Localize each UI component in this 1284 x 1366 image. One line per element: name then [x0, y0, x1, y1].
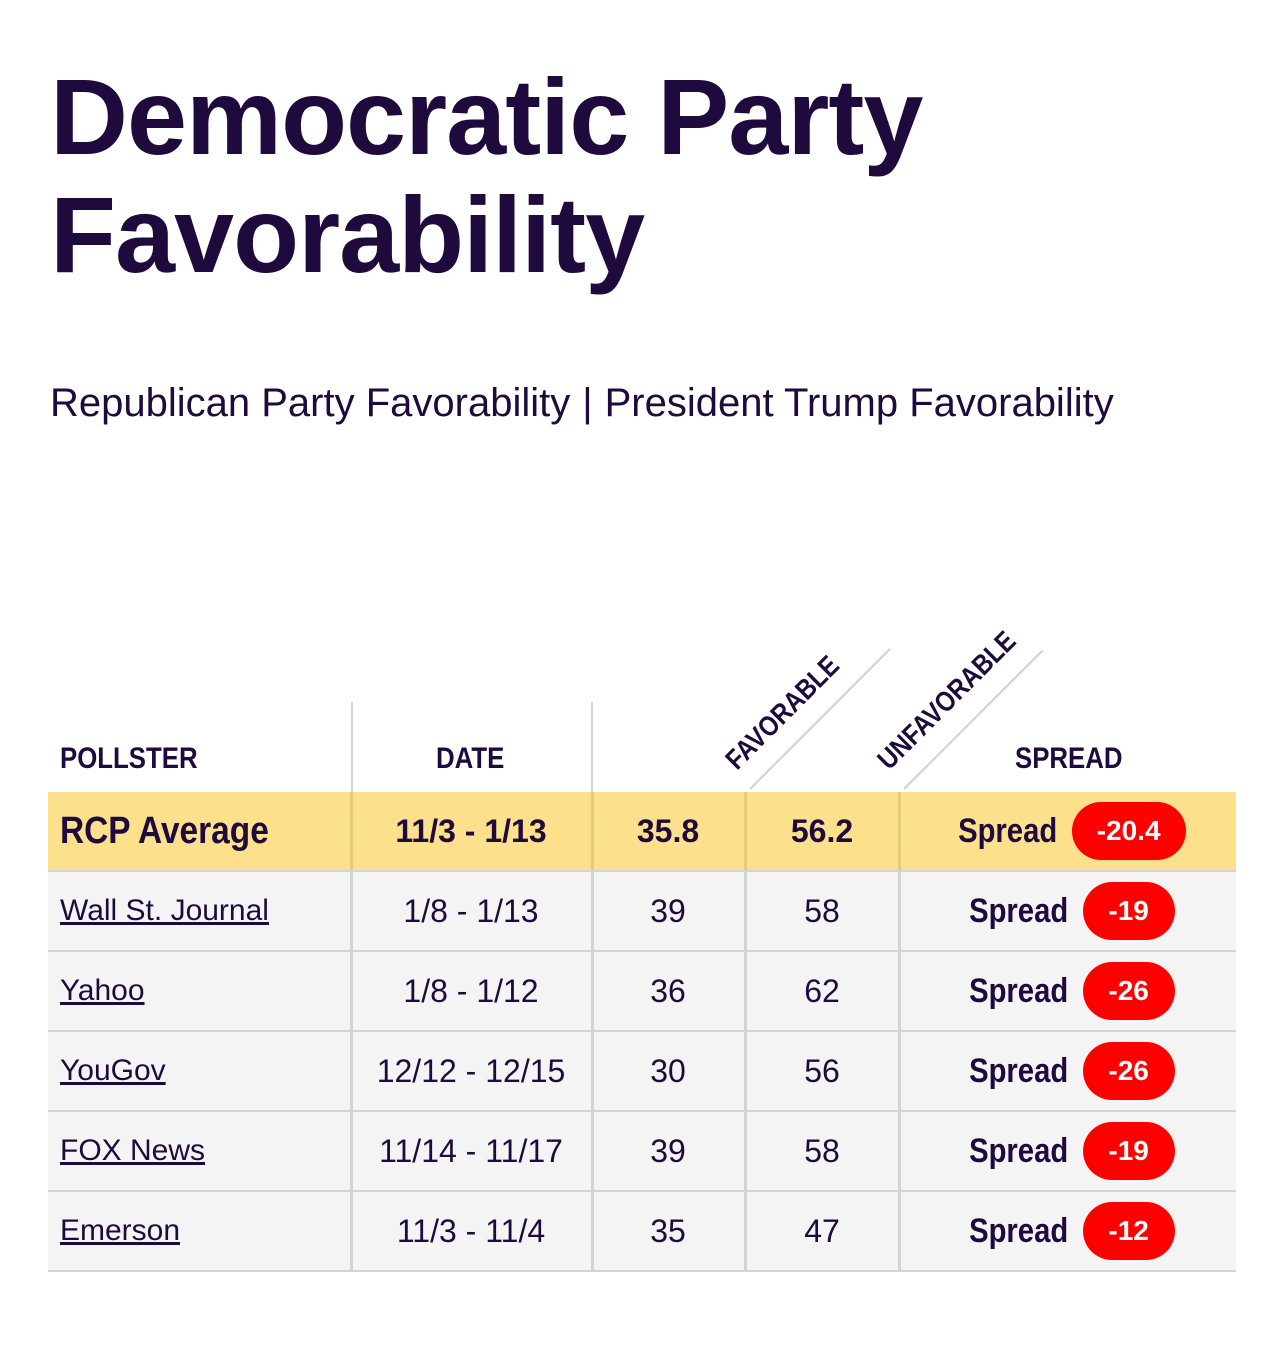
column-divider — [350, 792, 353, 870]
pollster-link[interactable]: Emerson — [60, 1214, 181, 1247]
pollster-link[interactable]: Yahoo — [60, 974, 145, 1007]
column-divider — [744, 1112, 747, 1190]
republican-favorability-link[interactable]: Republican Party Favorability — [50, 381, 571, 425]
column-divider — [898, 1192, 901, 1270]
column-divider — [591, 872, 594, 950]
column-divider — [350, 1112, 353, 1190]
column-divider — [591, 792, 594, 870]
spread-label: Spread — [958, 811, 1058, 850]
unfavorable-cell: 62 — [804, 972, 840, 1009]
favorable-cell: 39 — [650, 892, 686, 929]
pollster-cell: Wall St. Journal — [60, 872, 350, 950]
favorable-cell: 30 — [650, 1052, 686, 1089]
column-divider — [898, 872, 901, 950]
date-cell: 1/8 - 1/12 — [403, 972, 539, 1009]
page-title: Democratic Party Favorability — [50, 58, 1230, 294]
spread-badge: -26 — [1082, 1042, 1175, 1100]
pollster-cell: Emerson — [60, 1192, 350, 1270]
column-divider — [744, 1032, 747, 1110]
spread-badge: -26 — [1082, 962, 1175, 1020]
column-divider — [591, 952, 594, 1030]
table-row: Wall St. Journal 1/8 - 1/13 39 58 Spread… — [48, 872, 1236, 952]
poll-table: POLLSTER DATE FAVORABLE UNFAVORABLE SPRE… — [48, 625, 1236, 1280]
column-divider — [898, 792, 901, 870]
unfavorable-cell: 56 — [804, 1052, 840, 1089]
spread-cell: Spread -19 — [900, 1112, 1236, 1190]
column-divider — [350, 952, 353, 1030]
header-unfavorable: UNFAVORABLE — [871, 625, 1022, 776]
header-date: DATE — [436, 742, 505, 775]
column-divider — [744, 872, 747, 950]
spread-label: Spread — [969, 971, 1069, 1010]
average-unfavorable: 56.2 — [790, 812, 854, 849]
column-divider — [898, 1032, 901, 1110]
column-divider — [591, 1112, 594, 1190]
column-divider — [744, 792, 747, 870]
spread-badge: -19 — [1082, 1122, 1175, 1180]
favorable-cell: 36 — [650, 972, 686, 1009]
column-divider — [591, 1192, 594, 1270]
spread-badge: -20.4 — [1071, 802, 1186, 860]
column-divider — [350, 872, 353, 950]
header-pollster: POLLSTER — [60, 742, 198, 775]
spread-cell: Spread -19 — [900, 872, 1236, 950]
table-row: Yahoo 1/8 - 1/12 36 62 Spread -26 — [48, 952, 1236, 1032]
favorable-cell: 35 — [650, 1212, 686, 1249]
column-divider — [898, 1112, 901, 1190]
table-row: FOX News 11/14 - 11/17 39 58 Spread -19 — [48, 1112, 1236, 1192]
spread-label: Spread — [969, 1211, 1069, 1250]
spread-cell: Spread -26 — [900, 952, 1236, 1030]
header-divider — [351, 702, 353, 792]
pollster-link[interactable]: FOX News — [60, 1134, 206, 1167]
spread-cell: Spread -12 — [900, 1192, 1236, 1270]
rcp-average-row: RCP Average 11/3 - 1/13 35.8 56.2 Spread… — [48, 792, 1236, 872]
table-row: Emerson 11/3 - 11/4 35 47 Spread -12 — [48, 1192, 1236, 1272]
table-header: POLLSTER DATE FAVORABLE UNFAVORABLE SPRE… — [48, 625, 1236, 792]
spread-label: Spread — [969, 1131, 1069, 1170]
date-cell: 1/8 - 1/13 — [403, 892, 539, 929]
pollster-cell: YouGov — [60, 1032, 350, 1110]
spread-badge: -12 — [1082, 1202, 1175, 1260]
column-divider — [744, 952, 747, 1030]
related-links: Republican Party Favorability | President … — [50, 380, 1114, 426]
column-divider — [350, 1192, 353, 1270]
unfavorable-cell: 58 — [804, 1132, 840, 1169]
spread-label: Spread — [969, 1051, 1069, 1090]
page-title-line-2: Favorability — [50, 174, 645, 295]
unfavorable-cell: 47 — [804, 1212, 840, 1249]
pollster-cell: FOX News — [60, 1112, 350, 1190]
average-date: 11/3 - 1/13 — [395, 812, 547, 849]
header-spread: SPREAD — [1015, 742, 1123, 775]
column-divider — [591, 1032, 594, 1110]
average-label: RCP Average — [60, 809, 269, 852]
page-title-line-1: Democratic Party — [50, 56, 923, 177]
spread-badge: -19 — [1082, 882, 1175, 940]
spread-cell: Spread -26 — [900, 1032, 1236, 1110]
unfavorable-cell: 58 — [804, 892, 840, 929]
column-divider — [350, 1032, 353, 1110]
pollster-link[interactable]: YouGov — [60, 1054, 166, 1087]
average-pollster-cell: RCP Average — [60, 792, 350, 870]
date-cell: 12/12 - 12/15 — [376, 1052, 566, 1089]
column-divider — [898, 952, 901, 1030]
pollster-link[interactable]: Wall St. Journal — [60, 894, 269, 927]
trump-favorability-link[interactable]: President Trump Favorability — [604, 381, 1114, 425]
favorable-cell: 39 — [650, 1132, 686, 1169]
date-cell: 11/14 - 11/17 — [379, 1132, 563, 1169]
date-cell: 11/3 - 11/4 — [396, 1212, 546, 1249]
spread-label: Spread — [969, 891, 1069, 930]
average-spread-cell: Spread -20.4 — [900, 792, 1236, 870]
header-divider — [591, 702, 593, 792]
average-favorable: 35.8 — [636, 812, 700, 849]
nav-separator: | — [582, 381, 593, 425]
table-row: YouGov 12/12 - 12/15 30 56 Spread -26 — [48, 1032, 1236, 1112]
column-divider — [744, 1192, 747, 1270]
pollster-cell: Yahoo — [60, 952, 350, 1030]
